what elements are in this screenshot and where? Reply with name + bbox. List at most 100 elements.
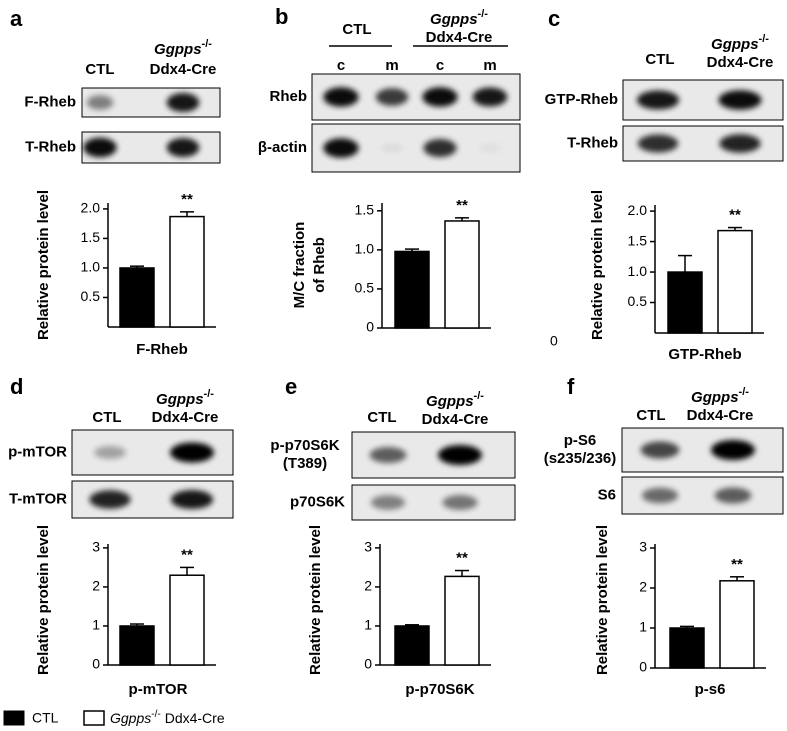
y-axis-title: M/C fraction: [291, 222, 308, 309]
x-axis-title: p-s6: [695, 681, 726, 698]
lane-label: m: [385, 57, 398, 74]
column-label: Ddx4-Cre: [687, 407, 754, 424]
error-bar: [728, 226, 742, 231]
blot-band: [86, 95, 114, 110]
y-tick-label: 2.0: [81, 200, 101, 216]
blot-band: [637, 134, 679, 153]
bar: [719, 580, 755, 669]
lane-label: c: [337, 57, 345, 74]
blot-label: S6: [598, 486, 616, 503]
y-tick-label: 1.0: [81, 259, 101, 275]
error-bar: [455, 569, 469, 577]
error-bar: [130, 623, 144, 626]
column-label: Ddx4-Cre: [707, 54, 774, 71]
significance: **: [456, 197, 468, 214]
gene-name: Ggpps: [110, 710, 151, 726]
panel-letter: b: [275, 4, 288, 29]
column-label: Ddx4-Cre: [426, 29, 493, 46]
blot-label: F-Rheb: [24, 93, 76, 110]
blot-band: [711, 440, 755, 460]
superscript: -/-: [202, 38, 213, 50]
error-bar: [680, 625, 694, 628]
column-label: CTL: [645, 51, 674, 68]
blot-label: T-Rheb: [567, 134, 618, 151]
superscript: -/-: [204, 388, 215, 400]
error-bar: [405, 248, 419, 252]
y-tick-label: 1.0: [355, 241, 375, 257]
blot-band: [369, 447, 407, 463]
gene-name: Ggpps: [691, 389, 739, 406]
legend-swatch: [83, 710, 105, 726]
significance: **: [181, 546, 193, 563]
blot-band: [718, 90, 762, 110]
panel-letter: d: [10, 374, 23, 399]
column-label: Ggpps-/-: [430, 8, 488, 28]
y-tick-label: 2: [639, 579, 647, 595]
y-tick-label: 2: [364, 578, 372, 594]
column-label: Ggpps-/-: [711, 33, 769, 53]
blot-label: p-mTOR: [8, 443, 67, 460]
panel-letter: f: [567, 374, 575, 399]
gene-name: Ggpps: [426, 393, 474, 410]
bar: [119, 267, 155, 328]
legend-label: CTL: [32, 710, 59, 726]
blot-band: [423, 139, 457, 157]
y-tick-label: 1: [639, 619, 647, 635]
column-label: CTL: [367, 409, 396, 426]
y-tick-label: 1.5: [628, 232, 648, 248]
y-axis-title: Relative protein level: [594, 525, 611, 675]
x-axis-title: p-mTOR: [129, 681, 188, 698]
y-tick-label: 1: [92, 617, 100, 633]
y-tick-label: 0: [366, 319, 374, 335]
blot-band: [83, 137, 117, 158]
significance: **: [729, 207, 741, 224]
gene-name: Ggpps: [430, 11, 478, 28]
column-label: CTL: [636, 407, 665, 424]
y-tick-label: 3: [92, 539, 100, 555]
column-label: Ggpps-/-: [691, 386, 749, 406]
blot-label: Rheb: [270, 88, 308, 105]
gene-name: Ggpps: [154, 41, 202, 58]
column-label: CTL: [85, 61, 114, 78]
y-axis-title: Relative protein level: [589, 190, 606, 340]
blot-label: GTP-Rheb: [545, 91, 618, 108]
y-tick-label: 0: [364, 656, 372, 672]
blot-label: p70S6K: [290, 493, 345, 510]
bar: [667, 271, 703, 334]
blot-band: [636, 90, 680, 110]
significance: **: [731, 556, 743, 573]
blot-label: (s235/236): [544, 450, 617, 467]
column-label: Ggpps-/-: [426, 390, 484, 410]
bar: [119, 625, 155, 666]
blot-band: [641, 487, 679, 504]
column-label: Ggpps-/-: [154, 38, 212, 58]
bar: [669, 627, 705, 669]
bar: [444, 575, 480, 666]
gene-name: Ggpps: [156, 391, 204, 408]
legend-text: Ddx4-Cre: [165, 710, 225, 726]
blot: [351, 484, 516, 521]
superscript: -/-: [151, 709, 160, 720]
lane-label: m: [483, 57, 496, 74]
y-tick-label: 0.5: [628, 293, 648, 309]
blot-band: [89, 490, 131, 509]
blot-band: [166, 138, 200, 157]
error-bar: [180, 211, 194, 217]
blot-label: (T389): [283, 455, 327, 472]
blot-band: [438, 445, 482, 465]
superscript: -/-: [759, 33, 770, 45]
bar: [169, 215, 205, 328]
error-bar: [130, 265, 144, 268]
significance: **: [181, 191, 193, 208]
error-bar: [180, 566, 194, 576]
column-label: CTL: [342, 21, 371, 38]
blot-band: [370, 495, 406, 510]
y-axis-title: Relative protein level: [35, 190, 52, 340]
error-bar: [405, 624, 419, 626]
lane-label: c: [436, 57, 444, 74]
blot-label: β-actin: [258, 139, 307, 156]
blot-band: [422, 87, 458, 107]
column-label: Ddx4-Cre: [422, 411, 489, 428]
bar: [444, 220, 480, 329]
y-tick-label: 1: [364, 617, 372, 633]
